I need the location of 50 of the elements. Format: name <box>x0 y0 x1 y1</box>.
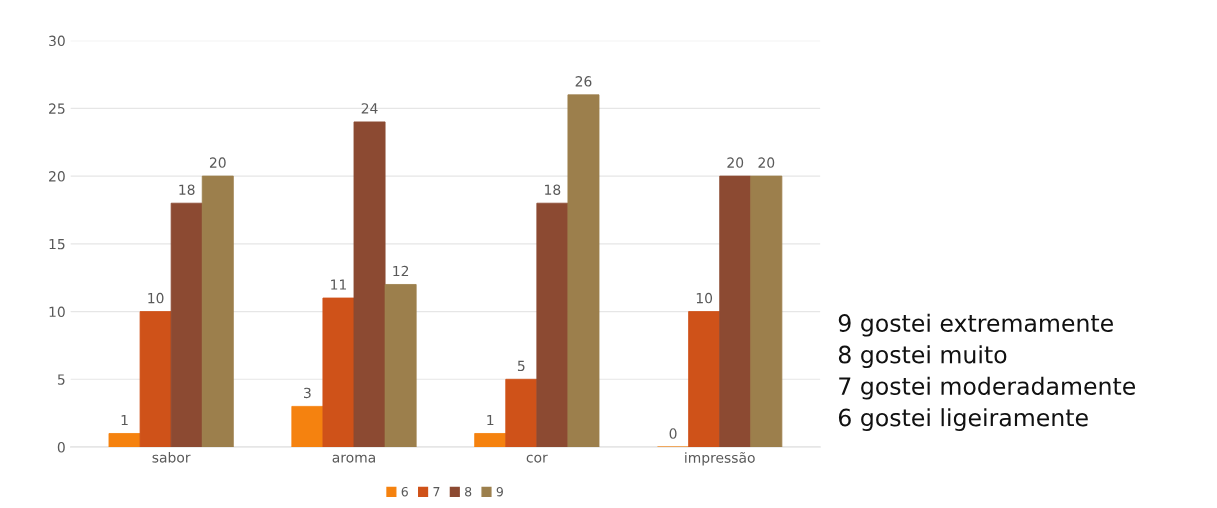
bar <box>322 297 355 448</box>
data-label: 10 <box>696 292 713 304</box>
bar <box>353 121 386 448</box>
bar <box>505 378 538 448</box>
legend-label: 9 <box>496 486 503 497</box>
x-tick-label: sabor <box>152 451 191 463</box>
bar <box>108 433 141 448</box>
legend-label: 8 <box>465 486 472 497</box>
data-label: 3 <box>304 387 311 399</box>
y-tick-label: 30 <box>49 35 65 47</box>
legend-label: 7 <box>433 487 440 497</box>
x-tick-label: cor <box>526 454 548 463</box>
data-label: 1 <box>487 414 494 426</box>
bar <box>474 433 507 448</box>
bar <box>688 311 721 448</box>
x-tick-label: impressão <box>685 451 755 466</box>
data-label: 26 <box>575 76 592 87</box>
data-label: 0 <box>669 428 677 439</box>
data-label: 20 <box>209 157 226 168</box>
bar <box>170 202 203 448</box>
data-label: 18 <box>179 184 195 195</box>
data-label: 24 <box>361 103 378 114</box>
data-label: 11 <box>331 279 347 290</box>
data-label: 12 <box>393 265 409 277</box>
bar <box>384 284 417 448</box>
data-label: 20 <box>727 157 744 168</box>
data-label: 20 <box>758 157 775 168</box>
y-tick-label: 5 <box>57 374 65 385</box>
text: 8 gostei muito <box>838 345 1007 369</box>
y-tick-label: 15 <box>49 238 65 250</box>
text: 7 gostei moderadamente <box>839 376 1136 400</box>
data-label: 1 <box>121 414 128 426</box>
data-label: 18 <box>545 184 561 195</box>
y-tick-label: 25 <box>49 103 65 114</box>
data-label: 5 <box>517 360 525 372</box>
bar <box>139 311 172 448</box>
y-tick-label: 20 <box>49 171 65 182</box>
bar <box>719 175 752 448</box>
bar <box>291 405 324 448</box>
bar <box>567 94 600 448</box>
y-tick-label: 10 <box>49 306 65 318</box>
data-label: 10 <box>148 292 164 304</box>
text: 9 gostei extremamente <box>838 313 1113 337</box>
x-tick-label: aroma <box>332 454 375 463</box>
bar <box>750 175 783 448</box>
text: 6 gostei ligeiramente <box>838 408 1088 432</box>
bar <box>536 202 569 448</box>
bar <box>201 175 234 448</box>
y-tick-label: 0 <box>57 442 65 453</box>
legend-label: 6 <box>401 486 408 497</box>
